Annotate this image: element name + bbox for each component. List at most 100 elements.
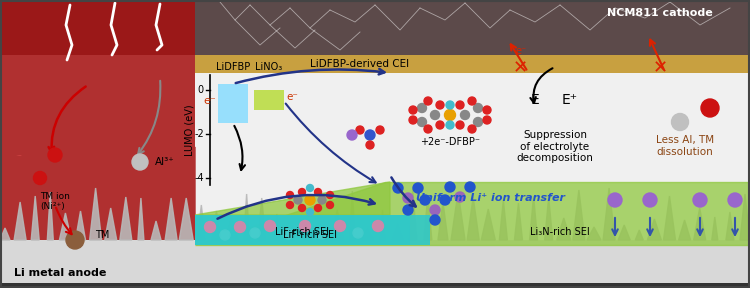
Circle shape	[424, 125, 432, 133]
Polygon shape	[244, 194, 250, 240]
Bar	[0, 240, 750, 288]
Polygon shape	[151, 221, 161, 240]
Polygon shape	[556, 218, 571, 240]
Polygon shape	[635, 230, 644, 240]
Circle shape	[483, 116, 491, 124]
Circle shape	[701, 99, 719, 117]
Text: LUMO (eV): LUMO (eV)	[185, 104, 195, 156]
Circle shape	[376, 126, 384, 134]
Text: Li₃N-rich SEI: Li₃N-rich SEI	[530, 227, 590, 237]
Polygon shape	[197, 205, 206, 240]
Polygon shape	[482, 209, 495, 240]
Polygon shape	[712, 217, 718, 240]
Circle shape	[409, 116, 417, 124]
Polygon shape	[647, 219, 662, 240]
Circle shape	[671, 113, 688, 130]
Circle shape	[250, 228, 260, 238]
Circle shape	[132, 154, 148, 170]
Circle shape	[430, 215, 440, 225]
Text: Suppression
of electrolyte
decomposition: Suppression of electrolyte decomposition	[517, 130, 593, 163]
Text: Less Al, TM
dissolution: Less Al, TM dissolution	[656, 135, 714, 157]
Polygon shape	[409, 189, 417, 240]
Circle shape	[307, 209, 314, 215]
Polygon shape	[0, 0, 195, 288]
Text: e⁻: e⁻	[286, 92, 298, 102]
Text: e⁻: e⁻	[203, 96, 216, 106]
Circle shape	[48, 148, 62, 162]
Polygon shape	[14, 202, 26, 240]
Circle shape	[66, 231, 84, 249]
Polygon shape	[544, 197, 553, 240]
Circle shape	[34, 171, 46, 185]
Polygon shape	[59, 213, 71, 240]
Circle shape	[473, 118, 482, 126]
Polygon shape	[350, 191, 355, 240]
Polygon shape	[274, 214, 280, 240]
Polygon shape	[664, 196, 676, 240]
Circle shape	[483, 106, 491, 114]
Text: E: E	[531, 93, 539, 107]
Polygon shape	[89, 188, 101, 240]
Text: Li metal anode: Li metal anode	[13, 268, 106, 278]
Circle shape	[265, 221, 275, 232]
Circle shape	[445, 109, 455, 120]
Circle shape	[314, 189, 322, 196]
Circle shape	[366, 141, 374, 149]
Circle shape	[286, 192, 293, 198]
Circle shape	[356, 126, 364, 134]
Circle shape	[430, 111, 439, 120]
Polygon shape	[573, 190, 585, 240]
Circle shape	[693, 193, 707, 207]
Circle shape	[373, 221, 383, 232]
Text: LiF-rich SEI: LiF-rich SEI	[275, 227, 329, 237]
Polygon shape	[500, 200, 507, 240]
Circle shape	[318, 196, 326, 204]
Polygon shape	[211, 211, 221, 240]
Polygon shape	[694, 208, 706, 240]
Polygon shape	[47, 192, 53, 240]
Circle shape	[403, 205, 413, 215]
Text: ✕: ✕	[512, 59, 527, 77]
Circle shape	[205, 221, 215, 232]
Bar	[0, 145, 195, 175]
Bar	[0, 283, 750, 288]
Circle shape	[409, 106, 417, 114]
Polygon shape	[120, 197, 132, 240]
Polygon shape	[603, 188, 615, 240]
Polygon shape	[0, 228, 10, 240]
Bar	[0, 0, 195, 55]
Circle shape	[465, 182, 475, 192]
Polygon shape	[138, 198, 144, 240]
Circle shape	[393, 183, 403, 193]
Circle shape	[286, 202, 293, 209]
Circle shape	[283, 229, 293, 239]
Bar	[195, 73, 750, 268]
Polygon shape	[726, 212, 734, 240]
Bar	[195, 73, 750, 268]
Circle shape	[468, 97, 476, 105]
Circle shape	[460, 111, 470, 120]
Circle shape	[334, 221, 346, 232]
Text: TM ion
(Ni²⁺): TM ion (Ni²⁺)	[40, 192, 70, 211]
Circle shape	[436, 101, 444, 109]
Polygon shape	[618, 225, 630, 240]
Text: Uniform Li⁺ ion transfer: Uniform Li⁺ ion transfer	[416, 193, 565, 203]
Circle shape	[314, 204, 322, 211]
Circle shape	[317, 229, 327, 239]
Text: 0: 0	[198, 86, 204, 95]
Polygon shape	[438, 202, 448, 240]
Circle shape	[220, 230, 230, 240]
Bar	[254, 90, 284, 110]
Circle shape	[424, 97, 432, 105]
Circle shape	[326, 192, 334, 198]
Circle shape	[305, 195, 315, 205]
Circle shape	[298, 204, 305, 211]
Circle shape	[608, 193, 622, 207]
Polygon shape	[530, 196, 538, 240]
Bar	[195, 215, 410, 245]
Polygon shape	[587, 227, 601, 240]
Bar	[195, 55, 750, 73]
Polygon shape	[467, 197, 479, 240]
Circle shape	[298, 189, 305, 196]
Polygon shape	[740, 194, 750, 240]
